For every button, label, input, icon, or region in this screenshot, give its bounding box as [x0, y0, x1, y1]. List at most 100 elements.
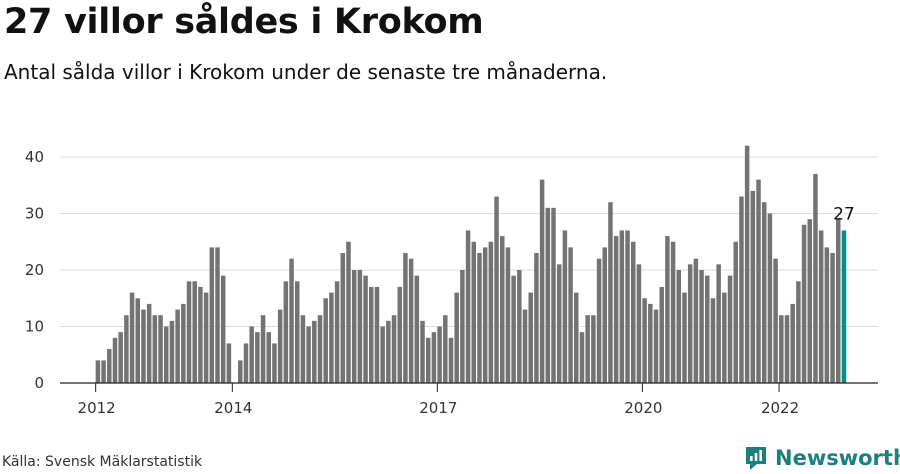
bar: [534, 253, 539, 383]
bar: [146, 303, 152, 383]
bar: [107, 349, 112, 383]
bar: [522, 309, 528, 383]
y-tick-label: 20: [25, 261, 44, 279]
bar: [722, 292, 727, 383]
bar: [602, 247, 607, 383]
bar: [397, 286, 402, 383]
bar: [477, 253, 482, 383]
bar: [750, 190, 756, 383]
x-tick-label: 2012: [78, 399, 116, 417]
bar: [425, 337, 431, 383]
bar: [574, 292, 579, 383]
bar: [670, 241, 676, 383]
bar: [836, 219, 841, 383]
bar: [346, 241, 351, 383]
bar: [471, 241, 477, 383]
bar: [687, 264, 693, 383]
bar: [505, 247, 511, 383]
bar: [329, 292, 334, 383]
bar: [528, 292, 533, 383]
bar: [152, 315, 158, 383]
bar: [790, 303, 795, 383]
bar: [517, 270, 522, 383]
bar: [807, 219, 813, 383]
bar: [653, 309, 659, 383]
bar: [277, 309, 283, 383]
bar: [648, 303, 653, 383]
bar: [300, 315, 306, 383]
bar: [443, 315, 448, 383]
bar-highlight: [841, 230, 847, 383]
bar: [289, 258, 294, 383]
bar: [500, 236, 505, 383]
bar: [562, 230, 568, 383]
bar: [357, 270, 363, 383]
bar: [243, 343, 249, 383]
bar: [619, 230, 625, 383]
bar: [665, 236, 670, 383]
bar: [169, 320, 175, 383]
bar: [323, 298, 328, 383]
x-tick-label: 2020: [624, 399, 662, 417]
bar: [596, 258, 602, 383]
bar: [192, 281, 197, 383]
bar: [659, 286, 664, 383]
bar: [556, 264, 562, 383]
bar: [198, 286, 203, 383]
bar: [693, 258, 699, 383]
bar: [408, 258, 414, 383]
bar: [733, 241, 738, 383]
y-tick-label: 10: [25, 318, 44, 336]
brand-logo: Newsworthy: [744, 444, 900, 472]
bar: [215, 247, 220, 383]
bar: [779, 315, 784, 383]
bar: [636, 264, 642, 383]
brand-name: Newsworthy: [775, 446, 900, 470]
bar: [135, 298, 141, 383]
bar: [830, 253, 835, 383]
bar: [784, 315, 790, 383]
bar: [386, 320, 391, 383]
bar: [824, 247, 830, 383]
bar: [391, 315, 397, 383]
bar: [181, 303, 186, 383]
bar: [306, 326, 311, 383]
bar: [112, 337, 118, 383]
bar: [431, 332, 437, 383]
bar: [317, 315, 323, 383]
bar: [163, 326, 169, 383]
bar: [129, 292, 135, 383]
bar: [767, 213, 773, 383]
bar: [118, 332, 123, 383]
bar: [591, 315, 596, 383]
bar: [813, 173, 818, 383]
bar: [124, 315, 129, 383]
bar: [716, 264, 721, 383]
bar: [260, 315, 266, 383]
bar: [448, 337, 454, 383]
bar: [141, 309, 146, 383]
bar: [676, 270, 682, 383]
y-tick-label: 0: [34, 374, 44, 392]
bar: [403, 253, 408, 383]
chart-subtitle: Antal sålda villor i Krokom under de sen…: [4, 60, 608, 84]
bar: [818, 230, 824, 383]
bar: [209, 247, 215, 383]
bar: [95, 360, 101, 383]
bar-chart: 0 10 20 30 40 27 2012 2014 2017 2020 2022: [25, 145, 878, 417]
bar: [369, 286, 374, 383]
x-tick-label: 2014: [214, 399, 252, 417]
bar: [226, 343, 232, 383]
bar: [272, 343, 277, 383]
bar: [340, 253, 346, 383]
bar: [710, 298, 716, 383]
bar: [699, 270, 704, 383]
bar: [186, 281, 192, 383]
bar: [220, 275, 226, 383]
bar: [630, 241, 636, 383]
y-tick-label: 30: [25, 205, 44, 223]
bar: [796, 281, 801, 383]
bar: [744, 145, 750, 383]
bar: [334, 281, 340, 383]
x-tick-label: 2017: [419, 399, 457, 417]
